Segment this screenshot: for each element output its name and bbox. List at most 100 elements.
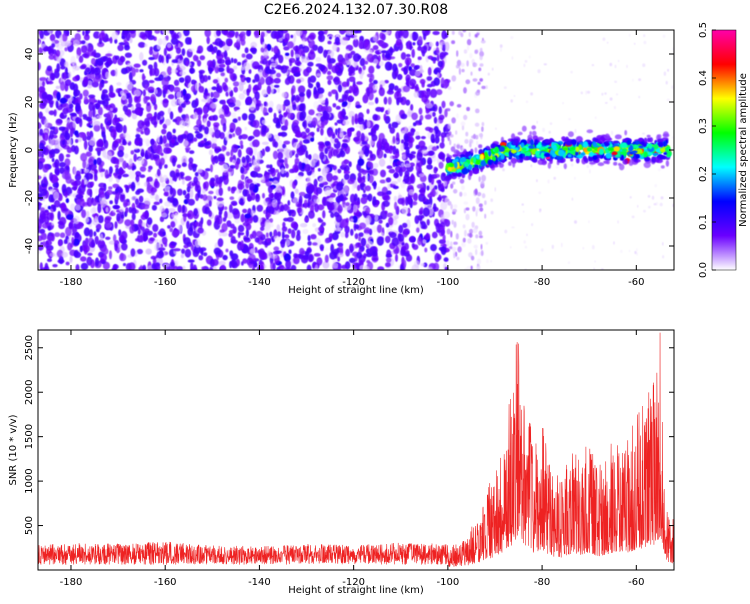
spectrogram-cell bbox=[617, 151, 621, 158]
spectrogram-cell bbox=[206, 45, 214, 52]
spectrogram-cell bbox=[244, 47, 249, 54]
spectrogram-cell bbox=[414, 215, 420, 225]
spectrogram-cell bbox=[403, 250, 410, 255]
spectrogram-cell bbox=[415, 83, 419, 92]
spectrogram-cell bbox=[372, 114, 379, 121]
spectrogram-cell bbox=[245, 228, 249, 238]
spectrogram-cell bbox=[105, 53, 113, 57]
spectrogram-cell bbox=[280, 131, 288, 137]
spectrogram-cell bbox=[378, 143, 382, 152]
spectrogram-cell bbox=[82, 159, 87, 169]
spectrogram-cell bbox=[332, 103, 337, 108]
spectrogram-cell bbox=[285, 239, 291, 247]
spectrogram-cell bbox=[176, 164, 182, 169]
spectrogram-cell bbox=[170, 241, 177, 246]
x-tick-label: -180 bbox=[60, 277, 83, 288]
spectrogram-cell bbox=[440, 246, 447, 256]
spectrogram-cell bbox=[179, 120, 186, 129]
y-tick-label: 0 bbox=[24, 147, 35, 153]
spectrogram-cell bbox=[122, 124, 127, 134]
spectrogram-cell bbox=[197, 227, 204, 234]
spectrogram-cell bbox=[169, 111, 174, 120]
spectrogram-cell bbox=[59, 232, 66, 238]
spectrogram-cell bbox=[327, 40, 332, 45]
spectrogram-cell bbox=[465, 131, 469, 137]
spectrogram-cell bbox=[248, 113, 256, 122]
spectrogram-cell bbox=[119, 55, 124, 62]
spectrogram-cell bbox=[451, 117, 456, 124]
spectrogram-cell bbox=[230, 235, 236, 243]
spectrogram-cell bbox=[338, 59, 343, 67]
spectrogram-cell bbox=[274, 52, 278, 60]
spectrogram-cell bbox=[38, 175, 42, 180]
spectrogram-cell bbox=[459, 178, 465, 184]
spectrogram-cell bbox=[419, 210, 423, 216]
spectrogram-cell bbox=[239, 81, 246, 85]
spectrogram-cell bbox=[114, 138, 122, 144]
spectrogram-cell bbox=[227, 186, 231, 192]
spectrogram-cell bbox=[65, 198, 70, 204]
spectrogram-cell bbox=[226, 211, 234, 220]
spectrogram-cell bbox=[60, 41, 68, 47]
spectrogram-cell bbox=[109, 200, 113, 205]
spectrogram-cell bbox=[551, 244, 554, 249]
spectrogram-cell bbox=[439, 142, 445, 149]
spectrogram-cell bbox=[366, 120, 371, 128]
spectrogram-cell bbox=[296, 78, 302, 84]
spectrogram-cell bbox=[536, 144, 542, 149]
spectrogram-cell bbox=[404, 163, 412, 168]
spectrogram-cell bbox=[331, 262, 339, 269]
spectrogram-cell bbox=[255, 230, 263, 238]
spectrogram-cell bbox=[446, 240, 450, 247]
spectrogram-cell bbox=[455, 150, 460, 154]
spectrogram-cell bbox=[137, 157, 145, 165]
spectrogram-cell bbox=[94, 188, 99, 194]
spectrogram-cell bbox=[145, 248, 152, 255]
spectrogram-cell bbox=[456, 144, 460, 149]
spectrogram-cell bbox=[375, 40, 383, 44]
spectrogram-cell bbox=[275, 58, 279, 65]
spectrogram-cell bbox=[570, 139, 577, 145]
spectrogram-cell bbox=[320, 127, 324, 136]
spectrogram-cell bbox=[430, 244, 437, 252]
spectrogram-cell bbox=[39, 128, 44, 136]
spectrogram-cell bbox=[354, 233, 359, 240]
spectrogram-cell bbox=[61, 171, 69, 180]
spectrogram-cell bbox=[203, 141, 211, 146]
spectrogram-cell bbox=[166, 89, 171, 94]
spectrogram-cell bbox=[254, 31, 260, 39]
spectrogram-cell bbox=[94, 174, 98, 182]
spectrogram-cell bbox=[385, 222, 390, 228]
spectrogram-cell bbox=[379, 32, 385, 40]
spectrogram-cell bbox=[72, 39, 81, 47]
spectrogram-cell bbox=[238, 93, 245, 100]
spectrogram-cell bbox=[324, 147, 329, 155]
spectrogram-cell bbox=[167, 94, 175, 100]
spectrogram-cell bbox=[308, 183, 315, 193]
spectrogram-cell bbox=[81, 178, 85, 189]
spectrogram-cell bbox=[317, 99, 326, 104]
spectrogram-cell bbox=[76, 30, 81, 33]
spectrogram-cell bbox=[388, 216, 394, 226]
spectrogram-cell bbox=[460, 62, 465, 68]
spectrogram-cell bbox=[488, 150, 492, 157]
spectrogram-cell bbox=[334, 138, 339, 143]
spectrogram-cell bbox=[312, 153, 319, 163]
spectrogram-cell bbox=[522, 210, 525, 213]
spectrogram-cell bbox=[286, 216, 294, 223]
spectrogram-cell bbox=[140, 130, 144, 135]
spectrogram-cell bbox=[366, 87, 370, 97]
spectrogram-cell bbox=[658, 134, 662, 139]
spectrogram-cell bbox=[396, 73, 403, 81]
spectrogram-cell bbox=[412, 31, 417, 41]
spectrogram-cell bbox=[80, 152, 88, 162]
spectrogram-cell bbox=[65, 154, 71, 158]
spectrogram-cell bbox=[366, 53, 374, 63]
spectrogram-cell bbox=[96, 157, 102, 166]
spectrogram-cell bbox=[626, 139, 632, 146]
spectrogram-cell bbox=[530, 92, 533, 96]
spectrogram-cell bbox=[646, 134, 651, 138]
spectrogram-cell bbox=[419, 221, 427, 229]
spectrogram-cell bbox=[417, 47, 423, 51]
spectrogram-cell bbox=[304, 217, 309, 223]
